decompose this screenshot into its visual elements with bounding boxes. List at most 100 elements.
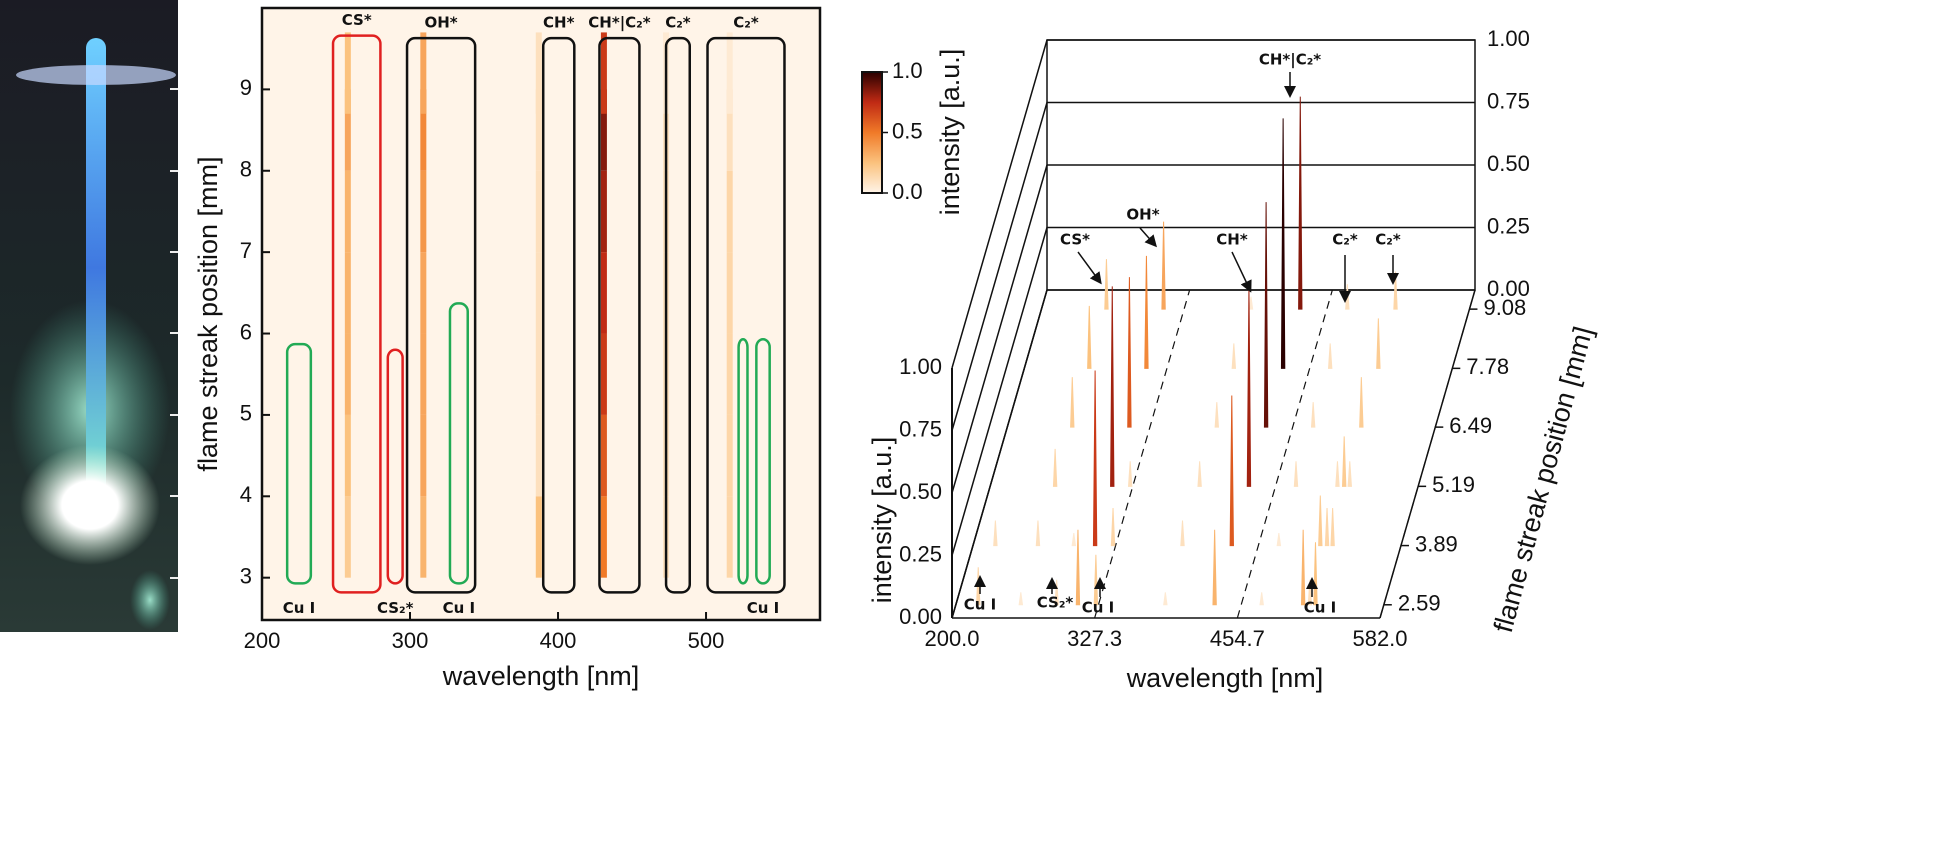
spectrum-peak bbox=[1335, 461, 1340, 487]
spectrum-peak bbox=[1330, 508, 1335, 547]
spectrum-peak bbox=[1276, 533, 1282, 547]
region-label: Cu I bbox=[747, 599, 780, 617]
heat-cell bbox=[420, 170, 427, 253]
region-box bbox=[285, 342, 313, 585]
heat-cell bbox=[344, 32, 351, 114]
y-tick-label: 9 bbox=[240, 75, 252, 100]
region-label: CS* bbox=[342, 11, 372, 29]
flame-photo bbox=[0, 0, 178, 632]
heat-cell bbox=[535, 32, 542, 114]
heat-cell bbox=[600, 414, 607, 497]
spectrum-peak bbox=[1075, 529, 1081, 606]
spectrum-peak bbox=[1104, 259, 1109, 310]
y-tick-label: 6 bbox=[240, 319, 252, 344]
heat-cell bbox=[600, 252, 607, 334]
region-box bbox=[664, 36, 692, 594]
plot-frame bbox=[260, 6, 822, 622]
region-box bbox=[541, 36, 576, 594]
colorbar bbox=[861, 71, 883, 194]
spectrum-peak bbox=[1229, 395, 1234, 547]
spectrum-peak bbox=[1341, 436, 1347, 487]
side-grid-line bbox=[951, 102, 1048, 431]
spectrum-peak bbox=[1248, 296, 1254, 310]
x-tick-label: 500 bbox=[688, 628, 725, 653]
region-label: CH* bbox=[543, 14, 575, 32]
spectrum-peak bbox=[1263, 202, 1269, 428]
region-label: CH*|C₂* bbox=[588, 14, 650, 33]
spectrum-peak bbox=[1318, 495, 1323, 547]
y-tick-label: 3 bbox=[240, 563, 252, 588]
depth-tick-label: 3.89 bbox=[1415, 531, 1458, 556]
heat-cell bbox=[535, 414, 542, 497]
heat-cell bbox=[420, 32, 427, 114]
spectrum-peak bbox=[1144, 255, 1149, 369]
spectrum-peak bbox=[1214, 402, 1220, 428]
spectrum-peak bbox=[1071, 533, 1077, 547]
heat-cell bbox=[344, 496, 351, 578]
region-box bbox=[598, 36, 641, 594]
floor-grid-line bbox=[1094, 289, 1191, 619]
spectrum-peak bbox=[1035, 520, 1041, 547]
back-z-tick-label: 0.00 bbox=[1487, 276, 1530, 301]
region-label: CS₂* bbox=[377, 599, 414, 617]
annotation: C₂* bbox=[1375, 231, 1401, 249]
z-axis-label: intensity [a.u.] bbox=[867, 437, 897, 604]
annotation: Cu I bbox=[964, 596, 997, 614]
spectrum-peak bbox=[1197, 461, 1202, 487]
x-axis-label: wavelength [nm] bbox=[442, 661, 640, 691]
depth-tick-label: 5.19 bbox=[1432, 472, 1475, 497]
z-tick-label: 0.75 bbox=[899, 416, 942, 441]
y-tick-label: 5 bbox=[240, 401, 252, 426]
heat-cell bbox=[535, 496, 542, 578]
spectrum-peak bbox=[1087, 305, 1092, 369]
spectrum-peak bbox=[1310, 402, 1316, 428]
spectrum-peak bbox=[1052, 448, 1058, 487]
spectrum-peak bbox=[1127, 461, 1133, 487]
spectrum-peak bbox=[1093, 554, 1099, 606]
x-tick-label: 200.0 bbox=[924, 626, 979, 651]
heat-cell bbox=[344, 333, 351, 415]
colorbar-tick-label: 1.0 bbox=[892, 58, 923, 83]
spectrum-peak bbox=[1110, 286, 1115, 487]
y-axis-label: flame streak position [mm] bbox=[193, 156, 223, 471]
spectrum-peak bbox=[1212, 529, 1217, 606]
heat-cell bbox=[535, 170, 542, 253]
floor-grid-line bbox=[1379, 289, 1476, 619]
colorbar-tick-label: 0.5 bbox=[892, 118, 923, 143]
spectrum-peak bbox=[1347, 461, 1353, 487]
annotation: Cu I bbox=[1304, 599, 1337, 617]
heat-cell bbox=[344, 170, 351, 253]
spectrum-peak bbox=[1327, 343, 1333, 369]
heat-cell bbox=[535, 89, 542, 171]
region-label: Cu I bbox=[283, 599, 316, 617]
spectrum-peak bbox=[1054, 579, 1059, 606]
region-box bbox=[448, 302, 469, 585]
heat-cell bbox=[600, 170, 607, 253]
spectrum-peak bbox=[1070, 377, 1075, 428]
spectrum-peak bbox=[1313, 542, 1318, 606]
annotation: CH* bbox=[1216, 231, 1248, 249]
spectrum-peak bbox=[1110, 508, 1116, 547]
heat-cell bbox=[726, 333, 733, 415]
heat-cell bbox=[535, 252, 542, 334]
heat-cell bbox=[344, 252, 351, 334]
x-tick-label: 200 bbox=[244, 628, 281, 653]
heatmap-panel: Cu ICS*CS₂*OH*Cu ICH* CH*|C₂* C₂* C₂*Cu I20… bbox=[193, 6, 965, 691]
heat-cell bbox=[420, 89, 427, 171]
spectrum-peak bbox=[1231, 343, 1237, 369]
heat-cell bbox=[535, 333, 542, 415]
y-tick-label: 4 bbox=[240, 482, 252, 507]
x-axis-label: wavelength [nm] bbox=[1126, 663, 1324, 693]
spectrum-peak bbox=[1161, 221, 1166, 310]
spectrum-peak bbox=[1180, 520, 1185, 547]
region-box bbox=[737, 337, 749, 585]
annotation: CS₂* bbox=[1037, 594, 1074, 612]
back-z-tick-label: 0.25 bbox=[1487, 213, 1530, 238]
back-z-tick-label: 0.50 bbox=[1487, 151, 1530, 176]
spectrum-peak bbox=[1246, 286, 1252, 487]
z-tick-label: 1.00 bbox=[899, 354, 942, 379]
heat-cell bbox=[600, 89, 607, 171]
spectrum-peak bbox=[1092, 370, 1098, 547]
annotation: C₂* bbox=[1332, 231, 1358, 249]
z-tick-label: 0.25 bbox=[899, 541, 942, 566]
